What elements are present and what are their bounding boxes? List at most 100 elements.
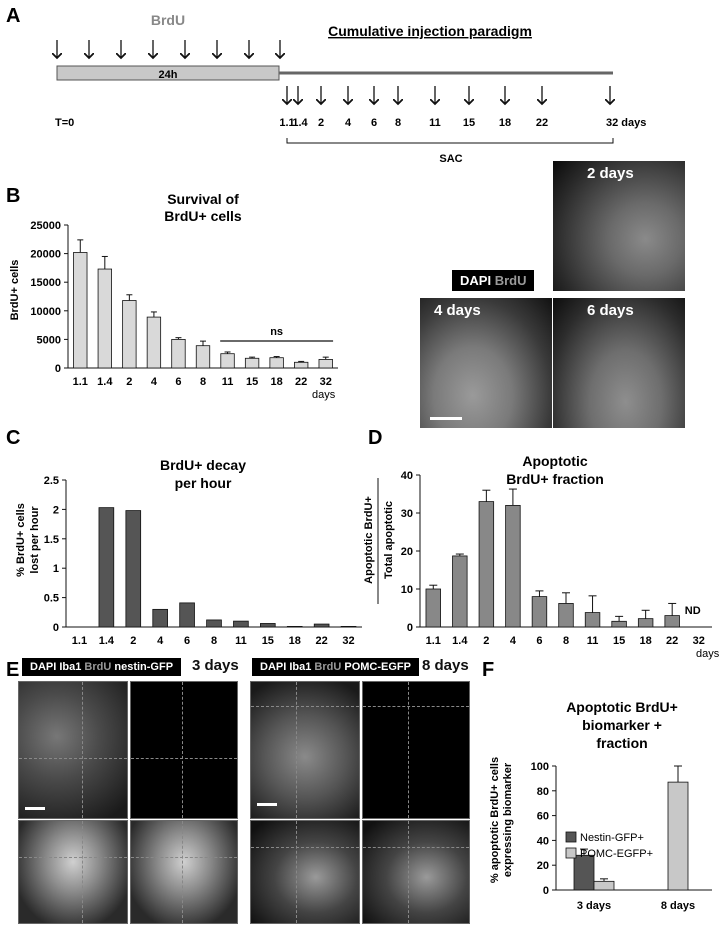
x-tick-label: 1.4	[99, 635, 115, 647]
y-tick-label: 10000	[30, 306, 61, 318]
timepoint-label: 1.1	[279, 117, 294, 129]
e-right-legend-iba1: Iba1	[289, 661, 312, 673]
chart-f-title-line2: biomarker +	[582, 717, 662, 733]
chart-d: 0 10 20 30 40 1.1 1.4 2 4 6 8 11 15 18 22 32 ND days	[401, 470, 720, 660]
x-tick-label: 11	[587, 635, 599, 647]
chart-c-ylabel-line1: % BrdU+ cells	[15, 503, 27, 577]
x-tick-label: 18	[640, 635, 652, 647]
scale-bar	[430, 417, 462, 420]
e-left-legend: DAPI Iba1 BrdU nestin-GFP	[22, 658, 182, 676]
paradigm-title: Cumulative injection paradigm	[328, 23, 532, 39]
y-tick-label: 0	[543, 885, 549, 897]
bar	[558, 603, 574, 628]
legend-label: Nestin-GFP+	[580, 832, 644, 844]
legend-label: POMC-EGFP+	[580, 848, 653, 860]
timepoint-label: 32 days	[606, 117, 646, 129]
sac-label: SAC	[439, 153, 462, 165]
y-tick-label: 40	[401, 470, 413, 482]
micrograph-4-days-label: 4 days	[434, 302, 481, 319]
bar	[667, 781, 689, 891]
bar	[152, 608, 168, 628]
panel-c: C BrdU+ decay per hour % BrdU+ cells los…	[6, 427, 362, 647]
timepoint-label: 22	[536, 117, 548, 129]
panel-e-letter: E	[6, 659, 19, 681]
timepoint-label: 11	[429, 117, 441, 129]
bar	[125, 510, 142, 628]
chart-f-title-line1: Apoptotic BrdU+	[566, 699, 678, 715]
e-right-time: 8 days	[422, 657, 469, 674]
y-tick-label: 15000	[30, 277, 61, 289]
e-scale-bar-right	[257, 803, 277, 806]
e-3d-image-3	[18, 820, 128, 924]
panel-a: A BrdU Cumulative injection paradigm 24h…	[6, 5, 646, 165]
bar	[171, 338, 186, 369]
x-tick-label: 8	[211, 635, 217, 647]
chart-f: 0 20 40 60 80 100 3 days 8 days Nestin-GFP+ POMC-…	[531, 761, 712, 912]
x-tick-label: 6	[175, 376, 181, 388]
x-tick-label: 8	[200, 376, 206, 388]
timepoint-label: 15	[463, 117, 475, 129]
timepoint-label: 8	[395, 117, 401, 129]
e-3d-image-1	[18, 681, 128, 819]
e-left-legend-nestin: nestin-GFP	[114, 661, 174, 673]
x-tick-label: 22	[316, 635, 328, 647]
chart-d-ylabel: Apoptotic BrdU+	[363, 496, 375, 584]
micrograph-2-days: 2 days	[553, 161, 685, 291]
chart-c-title-line2: per hour	[175, 475, 232, 491]
x-tick-label: 18	[271, 376, 283, 388]
e-right-legend-brdu: BrdU	[314, 661, 342, 673]
sac-arrows	[287, 86, 610, 104]
bar	[269, 357, 284, 369]
micrograph-6-days: 6 days	[553, 298, 685, 428]
y-tick-label: 20	[537, 860, 549, 872]
chart-d-title-line1: Apoptotic	[522, 453, 588, 469]
bar	[637, 618, 654, 628]
x-tick-label: 1.4	[452, 635, 468, 647]
nd-label: ND	[685, 605, 701, 617]
bar	[220, 353, 235, 369]
bar	[98, 507, 115, 628]
panel-f-letter: F	[482, 659, 494, 681]
y-tick-label: 5000	[37, 334, 61, 346]
x-tick-label: 1.1	[426, 635, 441, 647]
x-tick-label: 1.1	[73, 376, 88, 388]
panel-b: B Survival of BrdU+ cells BrdU+ cells 0 5…	[6, 185, 338, 401]
chart-c: 0 0.5 1 1.5 2 2.5 1.1 1.4 2 4 6 8 11 15 18 22 32	[44, 475, 362, 647]
timepoint-label: 18	[499, 117, 511, 129]
bar	[531, 596, 548, 628]
chart-b-ylabel: BrdU+ cells	[9, 260, 21, 321]
panel-f: F Apoptotic BrdU+ biomarker + fraction %…	[482, 659, 712, 912]
y-tick-label: 30	[401, 508, 413, 520]
bar	[505, 504, 521, 628]
micrograph-4-days: 4 days	[420, 298, 552, 428]
panel-d-letter: D	[368, 427, 382, 449]
bar	[425, 588, 441, 628]
x-tick-label: 22	[666, 635, 678, 647]
micrograph-6-days-label: 6 days	[587, 302, 634, 319]
y-tick-label: 2	[53, 504, 59, 516]
e-left-time: 3 days	[192, 657, 239, 674]
legend-swatch	[565, 831, 577, 843]
panel-a-letter: A	[6, 5, 20, 27]
x-tick-label: 6	[536, 635, 542, 647]
days-label: days	[312, 389, 336, 401]
y-tick-label: 20000	[30, 249, 61, 261]
chart-c-ylabel-line2: lost per hour	[29, 506, 41, 574]
x-tick-label: 11	[235, 635, 247, 647]
chart-d-title-line2: BrdU+ fraction	[506, 471, 604, 487]
e-scale-bar-left	[25, 807, 45, 810]
chart-b-title-line2: BrdU+ cells	[164, 208, 242, 224]
e-left-legend-brdu: BrdU	[84, 661, 112, 673]
bar	[73, 252, 88, 369]
chart-f-ylabel-line1: % apoptotic BrdU+ cells	[489, 757, 501, 883]
chart-b-title-line1: Survival of	[167, 191, 239, 207]
x-tick-label: 3 days	[577, 900, 611, 912]
x-tick-label: 18	[289, 635, 301, 647]
micrograph-2-days-label: 2 days	[587, 165, 634, 182]
chart-f-ylabel-line2: expressing biomarker	[502, 762, 514, 877]
y-tick-label: 60	[537, 811, 549, 823]
bar	[573, 854, 595, 891]
x-tick-label: 1.4	[97, 376, 113, 388]
legend-dapi: DAPI	[460, 273, 492, 288]
